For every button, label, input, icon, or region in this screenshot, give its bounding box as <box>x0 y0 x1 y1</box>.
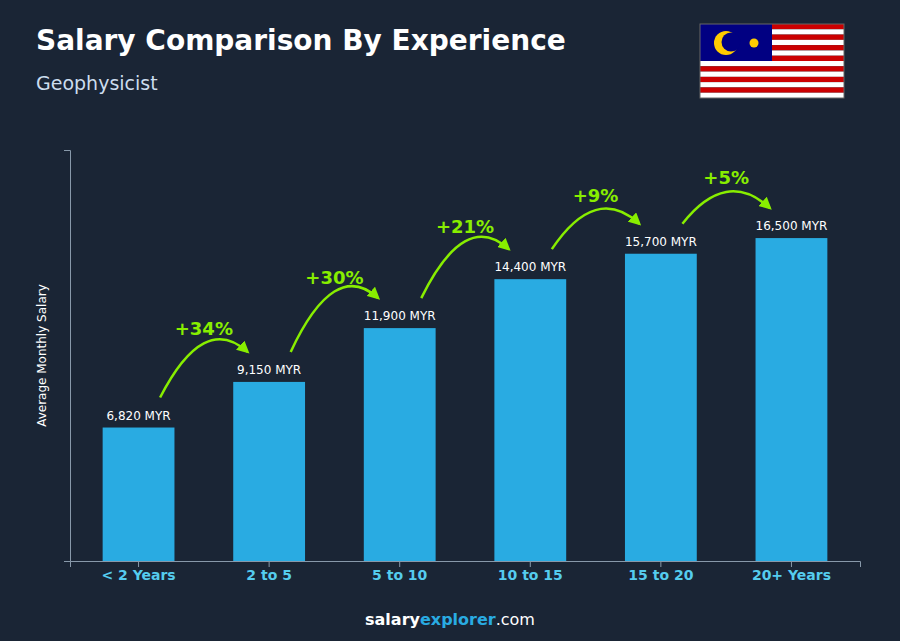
change-label: +30% <box>305 267 363 288</box>
y-axis-line <box>64 151 71 562</box>
x-tick-label: 2 to 5 <box>246 567 292 583</box>
data-label: 11,900 MYR <box>364 309 436 323</box>
change-arrow <box>421 237 508 298</box>
change-label: +34% <box>175 318 233 339</box>
change-arrow <box>552 209 639 250</box>
flag-canton <box>700 24 772 61</box>
x-tick: < 2 Years <box>101 561 175 583</box>
data-label: 9,150 MYR <box>237 363 301 377</box>
flag <box>700 24 844 98</box>
y-axis <box>64 151 71 562</box>
x-tick: 20+ Years <box>752 561 831 583</box>
data-label: 16,500 MYR <box>756 219 828 233</box>
chart: Salary Comparison By Experience Geophysic… <box>0 0 900 641</box>
data-label: 6,820 MYR <box>106 409 170 423</box>
flag-stripe <box>700 61 844 66</box>
footer-part: explorer <box>420 610 496 629</box>
footer: salaryexplorer.com <box>365 610 535 629</box>
change-label: +21% <box>436 216 494 237</box>
x-axis-line <box>71 562 861 568</box>
flag-stripe <box>700 82 844 87</box>
x-tick-label: 15 to 20 <box>628 567 693 583</box>
change-label: +5% <box>703 167 749 188</box>
flag-stripe <box>700 77 844 82</box>
footer-part: salary <box>365 610 420 629</box>
change-arrow <box>160 339 247 397</box>
change-annotations: +34% +30% +21% +9% +5% <box>160 167 770 398</box>
flag-moon-cut <box>722 33 741 52</box>
y-axis-title: Average Monthly Salary <box>35 284 49 427</box>
x-tick-label: 10 to 15 <box>498 567 563 583</box>
data-labels: 6,820 MYR 9,150 MYR 11,900 MYR 14,400 MYR 15… <box>106 219 827 422</box>
title: Salary Comparison By Experience <box>36 24 566 57</box>
flag-border <box>700 24 844 98</box>
x-tick: 5 to 10 <box>372 561 428 583</box>
x-tick-label: < 2 Years <box>101 567 175 583</box>
flag-star <box>750 39 759 48</box>
x-tick: 2 to 5 <box>246 561 292 583</box>
bars <box>103 238 828 561</box>
change-label: +9% <box>573 185 619 206</box>
flag-stripe <box>700 87 844 92</box>
data-label: 15,700 MYR <box>625 235 697 249</box>
x-tick: 10 to 15 <box>498 561 563 583</box>
flag-stripe <box>700 72 844 77</box>
plot: < 2 Years 2 to 5 5 to 10 10 to 15 15 to 20 20… <box>64 151 861 583</box>
change-arrow <box>291 286 378 352</box>
data-label: 14,400 MYR <box>494 260 566 274</box>
subtitle: Geophysicist <box>36 72 158 94</box>
x-tick-label: 20+ Years <box>752 567 831 583</box>
bar <box>233 382 305 561</box>
bar <box>364 328 436 561</box>
bar <box>756 238 828 561</box>
change-arrow <box>682 191 769 223</box>
bar <box>625 254 697 561</box>
bar <box>494 279 566 561</box>
background <box>0 0 900 641</box>
bar <box>103 428 175 561</box>
x-tick: 15 to 20 <box>628 561 693 583</box>
flag-stripe <box>700 66 844 71</box>
x-tick-label: 5 to 10 <box>372 567 428 583</box>
flag-stripe <box>700 93 844 98</box>
footer-part: .com <box>496 610 535 629</box>
x-axis: < 2 Years 2 to 5 5 to 10 10 to 15 15 to 20 20… <box>71 561 861 583</box>
